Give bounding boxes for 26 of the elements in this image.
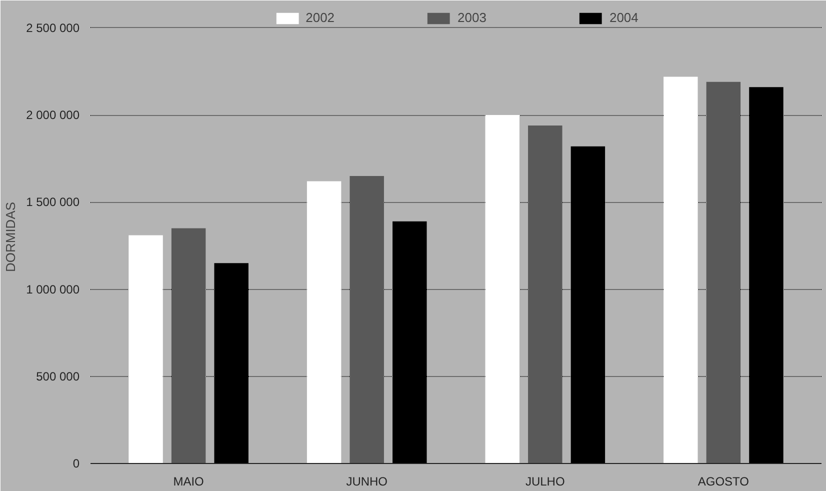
y-tick-label: 1 000 000	[26, 282, 80, 296]
y-tick-label: 500 000	[36, 369, 80, 384]
y-tick-label: 2 500 000	[26, 20, 80, 35]
x-tick-label: AGOSTO	[698, 474, 750, 488]
y-tick-label: 1 500 000	[26, 195, 80, 210]
bar	[350, 176, 384, 464]
bar	[528, 125, 562, 464]
bar	[171, 228, 206, 464]
x-tick-label: MAIO	[173, 474, 204, 488]
bar	[664, 76, 698, 464]
y-tick-label: 2 000 000	[26, 108, 80, 122]
bar	[306, 181, 342, 464]
legend-label: 2003	[458, 10, 486, 25]
y-axis-title: DORMIDAS	[3, 202, 18, 272]
legend-label: 2004	[609, 10, 638, 25]
bar	[485, 115, 520, 464]
bar	[128, 235, 163, 464]
legend-label: 2002	[306, 10, 335, 25]
bar	[570, 146, 606, 464]
y-tick-label: 0	[72, 456, 80, 470]
bar	[749, 87, 784, 464]
bar	[392, 221, 427, 464]
x-tick-label: JUNHO	[346, 474, 388, 488]
bar	[214, 263, 248, 464]
bar	[706, 82, 741, 464]
x-tick-label: JULHO	[525, 474, 565, 488]
